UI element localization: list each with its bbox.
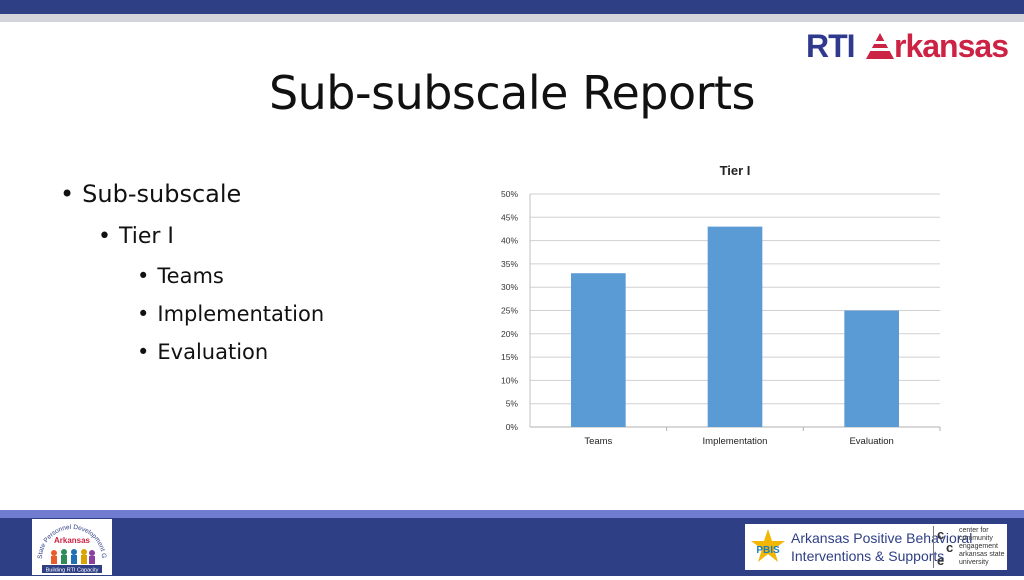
y-tick-label: 40% [501,236,518,246]
bullet-text: Tier I [118,224,174,249]
y-tick-label: 45% [501,212,518,222]
bullet-text: Implementation [157,302,325,326]
cce-text-line: center for [959,527,989,534]
rti-arkansas-logo: RTI rkansas [806,28,1009,66]
cce-letters-icon: c c e [937,527,953,568]
bullet-dot: • [60,180,75,208]
cce-text-line: engagement [959,543,998,550]
bullet-text: Teams [157,264,224,288]
bar-chart: Tier I 0% 5% 10% 15% 20% 25% 30% 35% 40% 45% 50% Tea… [501,163,941,447]
pbis-mark-icon: PBIS [751,529,785,562]
bullet-item: • Evaluation [137,340,268,364]
cce-text-line: community [959,535,993,542]
cce-text-line: university [959,559,989,566]
y-tick-label: 50% [501,189,518,199]
svg-text:PBIS: PBIS [756,545,780,556]
x-tick-label: Implementation [703,436,768,447]
logo-arkansas-text: rkansas [894,28,1009,64]
bar-teams [571,273,626,427]
pbis-logo: PBIS Arkansas Positive Behavioral Interv… [745,524,1007,570]
cce-mark: c c e [933,526,958,568]
cce-text-line: arkansas state [959,551,1005,558]
spdg-center-text: Arkansas [54,536,91,545]
cce-text: center for community engagement arkansas… [959,527,1005,567]
bullet-dot: • [137,302,150,326]
bullet-item: • Implementation [137,302,324,326]
bullet-text: Sub-subscale [82,180,242,208]
bullet-item: • Tier I [98,224,174,249]
y-tick-label: 20% [501,329,518,339]
bottom-band-accent [0,510,1024,518]
top-band [0,0,1024,14]
slide-title: Sub-subscale Reports [268,66,756,120]
y-tick-label: 15% [501,352,518,362]
bullet-dot: • [137,264,150,288]
y-tick-label: 5% [506,399,519,409]
spdg-logo: State Personnel Development Grant Arkans… [30,514,112,575]
bullet-item: • Teams [137,264,224,288]
y-tick-label: 35% [501,259,518,269]
bullet-text: Evaluation [157,340,269,364]
x-tick-label: Teams [584,436,612,447]
logo-rti-text: RTI [806,28,856,64]
bullet-dot: • [98,224,111,249]
pbis-line-1: Arkansas Positive Behavioral [791,530,973,546]
x-tick-label: Evaluation [849,436,893,447]
y-tick-label: 10% [501,375,518,385]
spdg-bottom-text: Building RTI Capacity [46,568,99,574]
y-tick-label: 0% [506,422,519,432]
arkansas-stripes-icon [866,33,894,59]
y-tick-label: 25% [501,306,518,316]
svg-text:c: c [937,527,944,542]
pbis-line-2: Interventions & Supports [791,548,945,564]
bar-implementation [707,226,763,427]
svg-text:e: e [937,553,944,568]
tier-chart: Tier I 0% 5% 10% 15% 20% 25% 30% 35% 40% 45% 50% Tea… [480,152,950,452]
top-band-accent [0,14,1024,22]
svg-text:c: c [946,540,953,555]
y-tick-label: 30% [501,282,518,292]
chart-title: Tier I [720,163,751,178]
bar-evaluation [844,310,899,427]
spdg-logo-icon: State Personnel Development Grant Arkans… [30,514,107,574]
bullet-item: • Sub-subscale [60,180,241,208]
bullet-dot: • [137,340,150,364]
